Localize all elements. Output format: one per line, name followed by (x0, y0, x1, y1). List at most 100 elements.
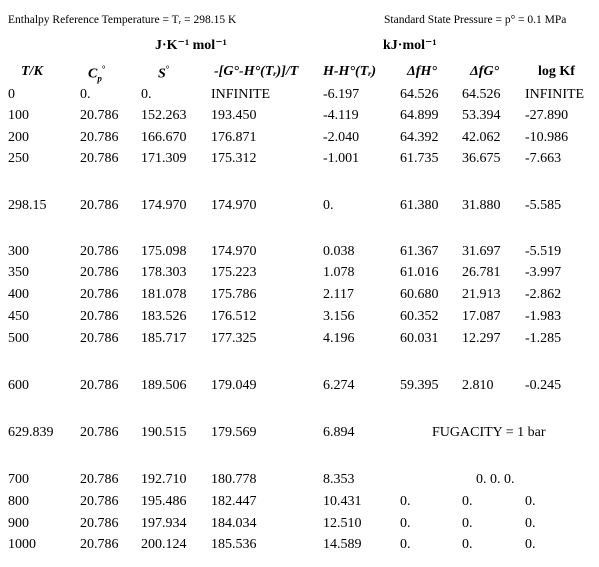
cell-logkf: -10.986 (525, 130, 569, 145)
cell-dfg: 31.880 (462, 198, 501, 213)
cell-t: 1000 (8, 537, 36, 552)
cell-s: 200.124 (141, 537, 187, 552)
table-row: 0 0. 0. INFINITE -6.197 64.526 64.526 INFINITE (0, 87, 599, 107)
table-row: 298.15 20.786 174.970 174.970 0. 61.380 31.880… (0, 198, 599, 218)
cell-cp: 20.786 (80, 130, 119, 145)
cell-s: 166.670 (141, 130, 187, 145)
cell-s: 175.098 (141, 244, 187, 259)
cell-h: 1.078 (323, 265, 355, 280)
cell-dfg: 0. (462, 494, 473, 509)
cell-cp: 20.786 (80, 265, 119, 280)
cell-cp: 20.786 (80, 331, 119, 346)
standard-pressure: Standard State Pressure = p° = 0.1 MPa (384, 14, 567, 26)
table-row: 300 20.786 175.098 174.970 0.038 61.367 31.697… (0, 244, 599, 264)
cell-g: 180.778 (211, 472, 257, 487)
table-row: 800 20.786 195.486 182.447 10.431 0. 0. 0. (0, 494, 599, 514)
cell-t: 700 (8, 472, 29, 487)
cell-g: 193.450 (211, 108, 257, 123)
cell-logkf: -3.997 (525, 265, 562, 280)
row-note: 0. 0. 0. (476, 472, 515, 487)
cell-g: 184.034 (211, 516, 257, 531)
cell-s: 189.506 (141, 378, 187, 393)
table-row: 1000 20.786 200.124 185.536 14.589 0. 0. 0. (0, 537, 599, 557)
cell-dfg: 12.297 (462, 331, 501, 346)
cell-dfg: 0. (462, 537, 473, 552)
cell-dfg: 31.697 (462, 244, 501, 259)
cell-dfh: 59.395 (400, 378, 439, 393)
cell-s: 0. (141, 87, 152, 102)
cell-t: 500 (8, 331, 29, 346)
table-row: 400 20.786 181.078 175.786 2.117 60.680 21.913… (0, 287, 599, 307)
cell-h: -2.040 (323, 130, 360, 145)
cell-cp: 20.786 (80, 472, 119, 487)
cell-h: 0.038 (323, 244, 355, 259)
cell-t: 300 (8, 244, 29, 259)
cell-dfg: 36.675 (462, 151, 501, 166)
reference-temperature: Enthalpy Reference Temperature = Tᵣ = 29… (8, 14, 237, 26)
cell-h: 0. (323, 198, 334, 213)
cell-logkf: -1.285 (525, 331, 562, 346)
cell-t: 450 (8, 309, 29, 324)
cell-t: 900 (8, 516, 29, 531)
cell-dfh: 64.392 (400, 130, 439, 145)
cell-h: 3.156 (323, 309, 355, 324)
cell-g: 179.049 (211, 378, 257, 393)
cell-dfh: 60.680 (400, 287, 439, 302)
cell-s: 178.303 (141, 265, 187, 280)
col-gibbs-function: -[G°-H°(Tᵣ)]/T (214, 64, 299, 79)
table-row: 500 20.786 185.717 177.325 4.196 60.031 12.297… (0, 331, 599, 351)
cell-g: 179.569 (211, 425, 257, 440)
cell-g: 182.447 (211, 494, 257, 509)
cell-g: 175.223 (211, 265, 257, 280)
cell-t: 250 (8, 151, 29, 166)
col-temperature: T/K (21, 64, 43, 79)
cell-s: 195.486 (141, 494, 187, 509)
cell-s: 152.263 (141, 108, 187, 123)
cell-dfg: 2.810 (462, 378, 494, 393)
cell-logkf: -0.245 (525, 378, 562, 393)
cell-h: -1.001 (323, 151, 360, 166)
cell-cp: 20.786 (80, 537, 119, 552)
col-enthalpy-diff: H-H°(Tᵣ) (323, 64, 377, 79)
cell-h: 6.894 (323, 425, 355, 440)
cell-h: 8.353 (323, 472, 355, 487)
cell-t: 298.15 (8, 198, 47, 213)
cell-logkf: 0. (525, 494, 536, 509)
cell-dfh: 61.735 (400, 151, 439, 166)
cell-logkf: 0. (525, 516, 536, 531)
cell-cp: 0. (80, 87, 91, 102)
cell-g: 176.512 (211, 309, 257, 324)
cell-g: 177.325 (211, 331, 257, 346)
cell-s: 185.717 (141, 331, 187, 346)
cell-dfh: 0. (400, 516, 411, 531)
table-row: 450 20.786 183.526 176.512 3.156 60.352 17.087… (0, 309, 599, 329)
table-row: 250 20.786 171.309 175.312 -1.001 61.735 36.67… (0, 151, 599, 171)
cell-s: 190.515 (141, 425, 187, 440)
table-row: 200 20.786 166.670 176.871 -2.040 64.392 42.06… (0, 130, 599, 150)
cell-t: 800 (8, 494, 29, 509)
col-entropy: S° (158, 64, 170, 82)
table-row: 900 20.786 197.934 184.034 12.510 0. 0. 0. (0, 516, 599, 536)
col-cp: Cp° (88, 64, 106, 84)
cell-cp: 20.786 (80, 494, 119, 509)
cell-dfg: 0. (462, 516, 473, 531)
table-row: 350 20.786 178.303 175.223 1.078 61.016 26.781… (0, 265, 599, 285)
cell-dfg: 17.087 (462, 309, 501, 324)
cell-dfh: 60.352 (400, 309, 439, 324)
cell-dfg: 21.913 (462, 287, 501, 302)
cell-dfh: 0. (400, 537, 411, 552)
cell-cp: 20.786 (80, 378, 119, 393)
table-row: 629.839 20.786 190.515 179.569 6.894 FUGACITY… (0, 425, 599, 445)
cell-dfh: 64.526 (400, 87, 439, 102)
cell-g: 174.970 (211, 198, 257, 213)
cell-h: 6.274 (323, 378, 355, 393)
cell-logkf: 0. (525, 537, 536, 552)
cell-logkf: -5.519 (525, 244, 562, 259)
cell-t: 100 (8, 108, 29, 123)
cell-h: 14.589 (323, 537, 362, 552)
cell-h: 2.117 (323, 287, 354, 302)
cell-t: 600 (8, 378, 29, 393)
cell-s: 192.710 (141, 472, 187, 487)
col-dfH: ΔfH° (407, 64, 437, 79)
cell-g: 176.871 (211, 130, 257, 145)
